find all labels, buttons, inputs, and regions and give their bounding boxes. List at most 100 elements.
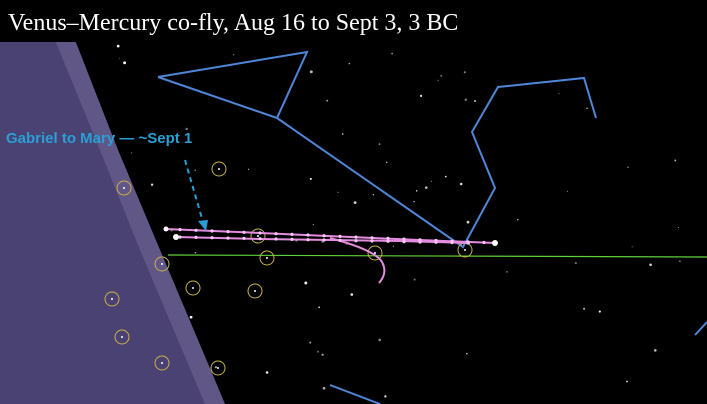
star [194, 169, 196, 171]
path-dot [194, 236, 197, 239]
path-dot [370, 239, 373, 242]
object-star [266, 257, 268, 259]
path-dot [226, 237, 229, 240]
star [151, 184, 153, 186]
star [654, 349, 657, 352]
star [373, 194, 374, 195]
star [679, 260, 681, 262]
path-dot [370, 236, 373, 239]
path-dot [450, 241, 453, 244]
path-dot [306, 238, 309, 241]
path-dot [338, 235, 341, 238]
object-star [217, 367, 219, 369]
star [649, 264, 652, 267]
star [420, 95, 422, 97]
star [393, 246, 394, 247]
star [414, 201, 415, 202]
object-star [121, 336, 123, 338]
star [309, 342, 311, 344]
object-star [254, 290, 256, 292]
page: Venus–Mercury co-fly, Aug 16 to Sept 3, … [0, 0, 707, 404]
path-dot [258, 231, 261, 234]
object-star [218, 168, 220, 170]
path-dot [322, 238, 325, 241]
star [131, 152, 132, 153]
star [678, 227, 679, 228]
star [583, 308, 585, 310]
path-dot [434, 241, 437, 244]
path-dot [274, 237, 277, 240]
star [632, 246, 633, 247]
star [558, 93, 559, 94]
star [354, 201, 357, 204]
star [460, 183, 463, 186]
path-dot [354, 236, 357, 239]
path-dot [386, 240, 389, 243]
star [575, 262, 577, 264]
star [215, 366, 217, 368]
object-star [464, 249, 466, 251]
star [674, 159, 676, 161]
star [378, 339, 381, 342]
star [119, 58, 120, 59]
star [342, 133, 344, 135]
star [438, 80, 439, 81]
path-dot [386, 237, 389, 240]
star [425, 186, 428, 189]
path-dot [242, 231, 245, 234]
path-dot [466, 241, 469, 244]
path-dot [322, 234, 325, 237]
planet [173, 234, 179, 240]
object-star [123, 187, 125, 189]
path-dot [194, 229, 197, 232]
annotation: Gabriel to Mary — ~Sept 1 [6, 130, 192, 147]
star [195, 252, 196, 253]
star [310, 70, 313, 73]
star [627, 167, 629, 169]
star [322, 354, 324, 356]
star [248, 169, 249, 170]
star [626, 381, 628, 383]
star [117, 45, 120, 48]
sky-view: Venus–Mercury co-fly, Aug 16 to Sept 3, … [0, 0, 707, 404]
star [384, 395, 386, 397]
star [190, 316, 193, 319]
star [379, 143, 381, 145]
star [349, 63, 351, 65]
star [266, 371, 269, 374]
star [123, 61, 126, 64]
star [323, 387, 326, 390]
planet [164, 227, 169, 232]
star [474, 100, 476, 102]
path-dot [354, 239, 357, 242]
path-dot [258, 237, 261, 240]
star [313, 224, 314, 225]
star [317, 351, 319, 353]
path-dot [210, 236, 213, 239]
star [304, 282, 307, 285]
path-dot [290, 238, 293, 241]
star [599, 311, 601, 313]
path-dot [226, 230, 229, 233]
star [440, 75, 442, 77]
star [465, 99, 467, 101]
path-dot [338, 239, 341, 242]
star [567, 191, 568, 192]
star [466, 353, 467, 354]
object-star [257, 235, 259, 237]
planet [492, 240, 498, 246]
path-dot [178, 228, 181, 231]
star [586, 107, 588, 109]
path-dot [210, 229, 213, 232]
object-star [161, 263, 163, 265]
star [337, 192, 338, 193]
star [351, 293, 354, 296]
path-dot [242, 237, 245, 240]
star [310, 178, 312, 180]
star [416, 190, 418, 192]
star [464, 71, 466, 73]
star [414, 279, 416, 281]
path-dot [290, 233, 293, 236]
object-star [192, 287, 194, 289]
object-star [111, 298, 113, 300]
